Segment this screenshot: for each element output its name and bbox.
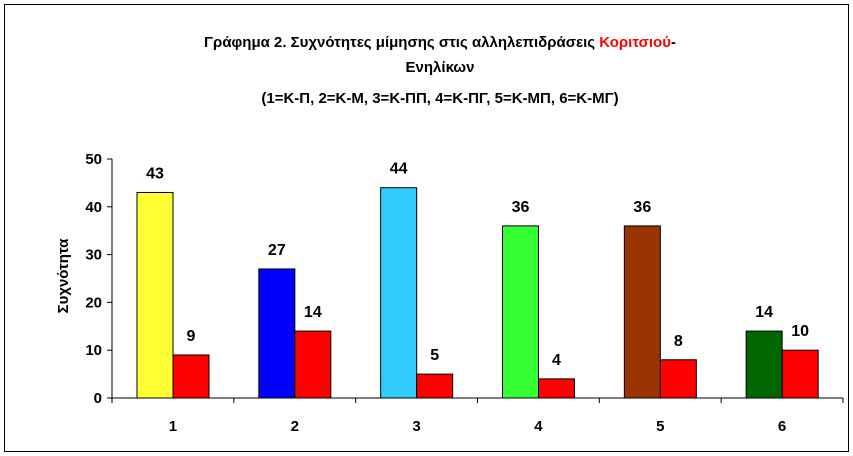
bar xyxy=(781,349,819,399)
y-tick-label: 40 xyxy=(85,199,102,216)
x-tick-label: 4 xyxy=(534,418,543,435)
tick-labels: 0 10 20 30 40 50 1 2 3 4 5 6 xyxy=(85,151,786,435)
y-tick-label: 50 xyxy=(85,151,102,168)
chart-title-part-1: Γράφημα 2. Συχνότητες μίμησης στις αλληλ… xyxy=(204,34,599,51)
bars xyxy=(136,187,819,399)
bar-value-label: 5 xyxy=(430,347,439,364)
bar xyxy=(380,187,418,399)
axes xyxy=(107,158,844,403)
x-tick-label: 1 xyxy=(169,418,177,435)
y-tick-label: 20 xyxy=(85,294,102,311)
bar-value-label: 4 xyxy=(552,352,561,369)
chart-title-highlight: Κοριτσιού xyxy=(599,34,671,51)
bar xyxy=(416,373,454,399)
bar xyxy=(136,191,174,399)
bar xyxy=(502,225,539,399)
bar-value-label: 8 xyxy=(674,333,683,350)
bar-value-label: 14 xyxy=(304,304,322,321)
chart-border xyxy=(4,4,849,452)
bar xyxy=(294,330,332,399)
x-tick-label: 6 xyxy=(778,418,786,435)
y-tick-label: 0 xyxy=(94,390,102,407)
chart-title-line-2: Ενηλίκων xyxy=(406,59,475,76)
bar xyxy=(538,378,575,399)
bar xyxy=(172,354,210,399)
bar-value-label: 10 xyxy=(791,323,809,340)
y-tick-label: 10 xyxy=(85,342,102,359)
bar-value-label: 27 xyxy=(268,242,286,259)
bar-value-label: 36 xyxy=(512,199,530,216)
chart-title-line-1: Γράφημα 2. Συχνότητες μίμησης στις αλληλ… xyxy=(204,34,676,51)
bar xyxy=(623,225,661,399)
bar-value-label: 44 xyxy=(390,161,408,178)
bar-value-label: 36 xyxy=(633,199,651,216)
bar xyxy=(258,268,296,399)
bar xyxy=(745,330,783,399)
y-tick-label: 30 xyxy=(85,247,102,264)
chart-title-part-2: - xyxy=(671,34,676,51)
bar-value-label: 9 xyxy=(187,328,196,345)
chart-title-line-3: (1=Κ-Π, 2=Κ-Μ, 3=Κ-ΠΠ, 4=Κ-ΠΓ, 5=Κ-ΜΠ, 6… xyxy=(261,90,618,107)
data-labels: 43 9 27 14 44 5 36 4 36 8 14 10 xyxy=(146,161,809,369)
bar-value-label: 14 xyxy=(755,304,773,321)
x-tick-label: 3 xyxy=(412,418,420,435)
bar-value-label: 43 xyxy=(146,165,164,182)
y-axis-label: Συχνότητα xyxy=(55,238,72,314)
x-tick-label: 2 xyxy=(291,418,299,435)
x-tick-label: 5 xyxy=(656,418,664,435)
bar xyxy=(659,359,697,399)
